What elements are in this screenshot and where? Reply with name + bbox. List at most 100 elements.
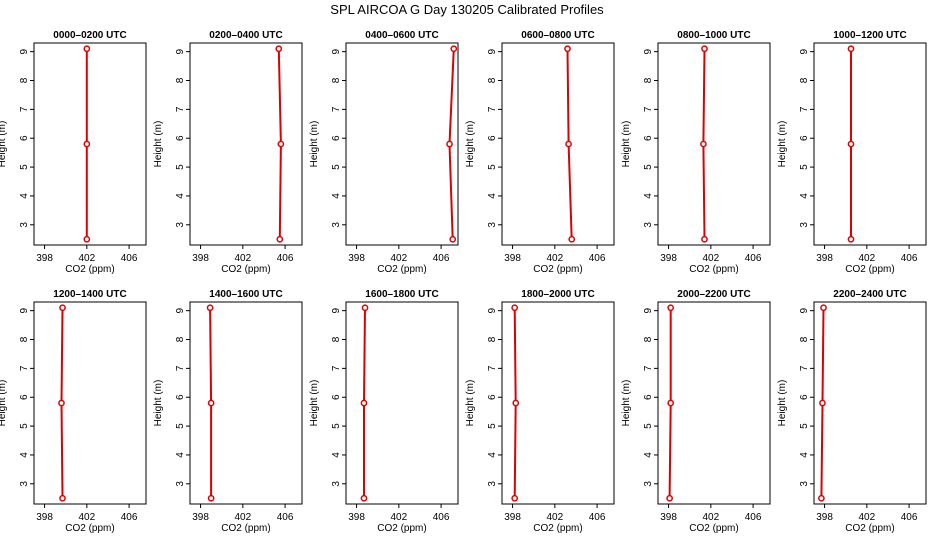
profile-point (361, 304, 369, 312)
plot-frame (189, 42, 303, 246)
y-tick-label: 8 (175, 336, 186, 342)
y-tick-label: 4 (19, 193, 30, 199)
y-axis-label: Height (m) (153, 121, 164, 168)
panel-title: 1400–1600 UTC (209, 289, 282, 300)
y-axis-label: Height (m) (465, 380, 476, 427)
x-axis-label: CO2 (ppm) (533, 523, 582, 534)
y-tick-label: 6 (643, 135, 654, 141)
x-axis-label: CO2 (ppm) (65, 264, 114, 275)
x-tick-label: 398 (660, 253, 677, 264)
plot-frame (501, 42, 615, 246)
y-tick-label: 9 (643, 307, 654, 313)
profile-point (847, 140, 855, 148)
y-tick-label: 6 (799, 394, 810, 400)
x-tick-label: 406 (433, 512, 450, 523)
y-tick-label: 3 (19, 222, 30, 228)
profile-point (58, 399, 65, 407)
y-axis-label: Height (m) (465, 121, 476, 168)
profile-point (847, 45, 855, 53)
y-axis-label: Height (m) (309, 121, 320, 168)
plot-frame (813, 301, 927, 505)
panel-title: 0200–0400 UTC (209, 30, 282, 41)
profile-point (360, 494, 368, 502)
y-tick-label: 7 (19, 106, 30, 112)
x-tick-label: 398 (36, 512, 53, 523)
y-tick-label: 8 (175, 77, 186, 83)
y-tick-label: 5 (331, 423, 342, 429)
panel-title: 1600–1800 UTC (365, 289, 438, 300)
panel-title: 1800–2000 UTC (521, 289, 594, 300)
profile-point (568, 235, 576, 243)
plot-frame (657, 301, 771, 505)
profile-point (847, 235, 855, 243)
profile-point (666, 494, 673, 502)
profile-panel: 1800–2000 UTC 398 402 406 CO2 (ppm) 3 4 5 6 7 8 9 He… (465, 289, 615, 534)
y-tick-label: 4 (799, 193, 810, 199)
y-tick-label: 5 (175, 164, 186, 170)
profile-point (701, 45, 708, 53)
profile-point (565, 140, 572, 148)
y-tick-label: 8 (487, 77, 498, 83)
y-tick-label: 7 (643, 365, 654, 371)
profile-point (511, 304, 519, 312)
panel-title: 2000–2200 UTC (677, 289, 750, 300)
y-tick-label: 9 (487, 48, 498, 54)
profile-point (83, 140, 91, 148)
profile-point (450, 45, 458, 53)
y-axis-label: Height (m) (0, 121, 8, 168)
x-axis-label: CO2 (ppm) (377, 523, 426, 534)
profile-panel: 1600–1800 UTC 398 402 406 CO2 (ppm) 3 4 5 6 7 8 9 He… (309, 289, 459, 534)
y-tick-label: 8 (331, 336, 342, 342)
y-tick-label: 6 (487, 135, 498, 141)
y-tick-label: 5 (19, 164, 30, 170)
x-axis-label: CO2 (ppm) (221, 264, 270, 275)
y-tick-label: 3 (799, 222, 810, 228)
x-tick-label: 402 (858, 253, 875, 264)
y-tick-label: 9 (19, 307, 30, 313)
y-axis-label: Height (m) (153, 380, 164, 427)
y-tick-label: 7 (331, 365, 342, 371)
y-tick-label: 7 (331, 106, 342, 112)
y-tick-label: 4 (643, 452, 654, 458)
panel-title: 2200–2400 UTC (833, 289, 906, 300)
profile-panel: 0800–1000 UTC 398 402 406 CO2 (ppm) 3 4 5 6 7 8 9 He… (621, 30, 771, 275)
panel-title: 0800–1000 UTC (677, 30, 750, 41)
x-axis-label: CO2 (ppm) (533, 264, 582, 275)
y-tick-label: 3 (799, 481, 810, 487)
x-tick-label: 398 (348, 512, 365, 523)
y-tick-label: 8 (19, 77, 30, 83)
y-axis-label: Height (m) (621, 121, 632, 168)
panel-title: 0000–0200 UTC (53, 30, 126, 41)
y-tick-label: 7 (799, 365, 810, 371)
y-axis-label: Height (m) (777, 121, 788, 168)
y-axis-label: Height (m) (777, 380, 788, 427)
x-tick-label: 398 (816, 253, 833, 264)
x-tick-label: 406 (901, 512, 918, 523)
profile-point (819, 399, 826, 407)
y-tick-label: 6 (175, 135, 186, 141)
x-tick-label: 402 (390, 512, 407, 523)
profile-point (83, 45, 91, 53)
y-tick-label: 9 (799, 307, 810, 313)
y-tick-label: 3 (19, 481, 30, 487)
x-tick-label: 398 (504, 512, 521, 523)
profile-point (277, 140, 285, 148)
x-tick-label: 406 (433, 253, 450, 264)
x-tick-label: 402 (78, 512, 95, 523)
y-tick-label: 9 (487, 307, 498, 313)
y-tick-label: 5 (799, 423, 810, 429)
x-tick-label: 406 (745, 512, 762, 523)
profile-point (207, 399, 215, 407)
x-tick-label: 398 (192, 253, 209, 264)
y-tick-label: 7 (643, 106, 654, 112)
y-tick-label: 6 (19, 394, 30, 400)
profile-panel: 0200–0400 UTC 398 402 406 CO2 (ppm) 3 4 5 6 7 8 9 He… (153, 30, 303, 275)
y-tick-label: 9 (331, 307, 342, 313)
y-axis-label: Height (m) (621, 380, 632, 427)
x-tick-label: 398 (348, 253, 365, 264)
plot-frame (813, 42, 927, 246)
profile-panel: 2200–2400 UTC 398 402 406 CO2 (ppm) 3 4 5 6 7 8 9 He… (777, 289, 927, 534)
y-tick-label: 4 (643, 193, 654, 199)
y-tick-label: 6 (487, 394, 498, 400)
y-tick-label: 3 (175, 222, 186, 228)
